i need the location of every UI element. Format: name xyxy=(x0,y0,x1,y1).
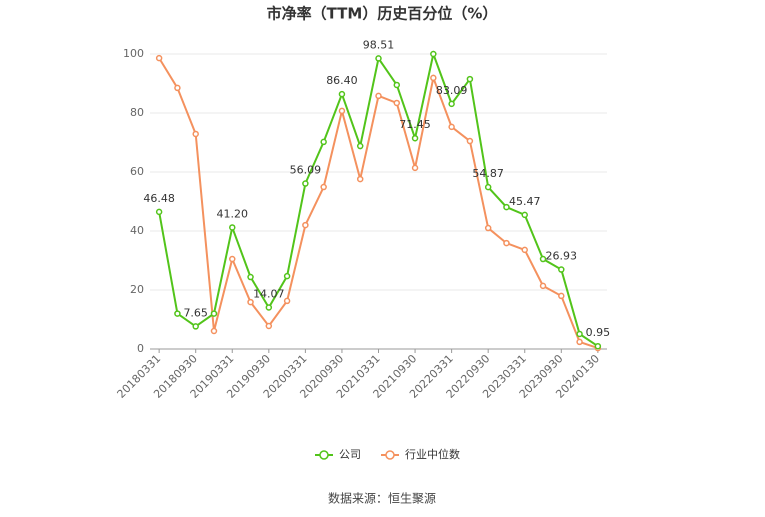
data-point xyxy=(375,55,382,62)
data-point xyxy=(430,74,437,82)
data-point xyxy=(558,292,565,300)
data-point xyxy=(283,272,291,280)
data-label: 46.48 xyxy=(143,192,175,205)
data-label: 7.65 xyxy=(183,306,208,319)
y-tick-label: 100 xyxy=(123,47,144,60)
data-point xyxy=(466,137,474,145)
data-point xyxy=(594,342,602,350)
data-point xyxy=(393,99,401,107)
data-point xyxy=(375,92,382,100)
data-point xyxy=(484,183,492,191)
data-label: 83.09 xyxy=(436,84,468,97)
data-point xyxy=(229,255,236,263)
data-point xyxy=(411,134,419,142)
y-tick-label: 40 xyxy=(130,224,144,237)
data-point xyxy=(503,203,510,211)
data-point xyxy=(155,54,163,62)
data-label: 71.45 xyxy=(399,118,431,131)
legend-marker xyxy=(319,450,329,460)
data-point xyxy=(174,84,181,92)
data-point xyxy=(247,273,254,281)
data-point xyxy=(283,297,291,305)
legend-marker xyxy=(385,450,395,460)
data-point xyxy=(265,304,273,311)
data-point xyxy=(558,266,565,273)
data-point xyxy=(338,90,346,98)
data-label: 26.93 xyxy=(546,250,578,263)
data-point xyxy=(448,123,455,131)
data-point xyxy=(448,100,455,108)
data-point xyxy=(192,323,199,330)
data-point xyxy=(521,246,528,254)
legend-label: 公司 xyxy=(339,448,361,461)
data-label: 45.47 xyxy=(509,195,541,208)
data-label: 41.20 xyxy=(217,207,249,220)
legend-label: 行业中位数 xyxy=(405,447,460,461)
y-tick-label: 80 xyxy=(130,106,144,119)
data-point xyxy=(155,208,163,216)
data-point xyxy=(539,255,547,263)
data-point xyxy=(393,81,401,89)
data-point xyxy=(521,211,528,219)
data-point xyxy=(320,183,327,191)
y-tick-label: 60 xyxy=(130,165,144,178)
data-point xyxy=(174,310,181,317)
data-label: 98.51 xyxy=(363,38,395,51)
data-label: 56.09 xyxy=(290,164,322,177)
data-point xyxy=(466,75,474,83)
data-point xyxy=(302,180,309,187)
data-point xyxy=(503,239,510,247)
y-tick-label: 20 xyxy=(130,283,144,296)
data-point xyxy=(210,327,218,335)
data-label: 86.40 xyxy=(326,74,358,87)
data-label: 0.95 xyxy=(586,326,611,339)
y-tick-label: 0 xyxy=(137,342,144,355)
data-point xyxy=(265,322,273,330)
source: 数据来源：恒生聚源 xyxy=(328,491,436,506)
data-point xyxy=(411,164,419,172)
data-label: 54.87 xyxy=(472,167,504,180)
data-point xyxy=(320,138,327,146)
data-point xyxy=(356,175,364,183)
data-point xyxy=(302,221,309,229)
data-point xyxy=(210,310,218,317)
data-point xyxy=(192,130,199,138)
data-point xyxy=(430,50,437,58)
data-point xyxy=(484,224,492,232)
data-point xyxy=(356,142,364,150)
data-point xyxy=(338,107,346,115)
data-point xyxy=(539,282,547,290)
data-label: 14.07 xyxy=(253,287,285,300)
data-point xyxy=(576,338,583,346)
data-point xyxy=(576,330,583,338)
chart-title: 市净率（TTM）历史百分位（%） xyxy=(267,5,498,23)
data-point xyxy=(229,224,236,231)
data-point xyxy=(247,298,254,306)
